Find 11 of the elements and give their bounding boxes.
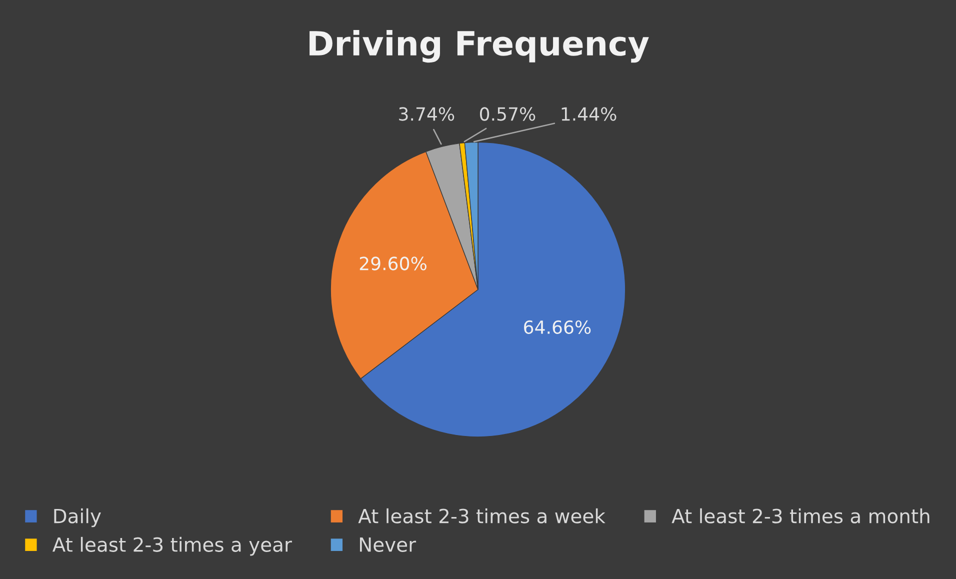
data-label: 1.44% [562,107,616,121]
legend-label: At least 2-3 times a week [358,508,606,524]
chart-title: Driving Frequency [310,30,649,63]
legend-label: Never [360,537,416,552]
data-label: 3.74% [399,107,454,121]
data-label: 0.57% [480,107,536,121]
data-label: 29.60% [360,256,426,270]
legend-label: Daily [54,508,101,528]
data-label: 64.66% [524,320,591,334]
legend-label: At least 2-3 times a year [52,536,292,556]
legend-label: At least 2-3 times a month [672,508,930,524]
